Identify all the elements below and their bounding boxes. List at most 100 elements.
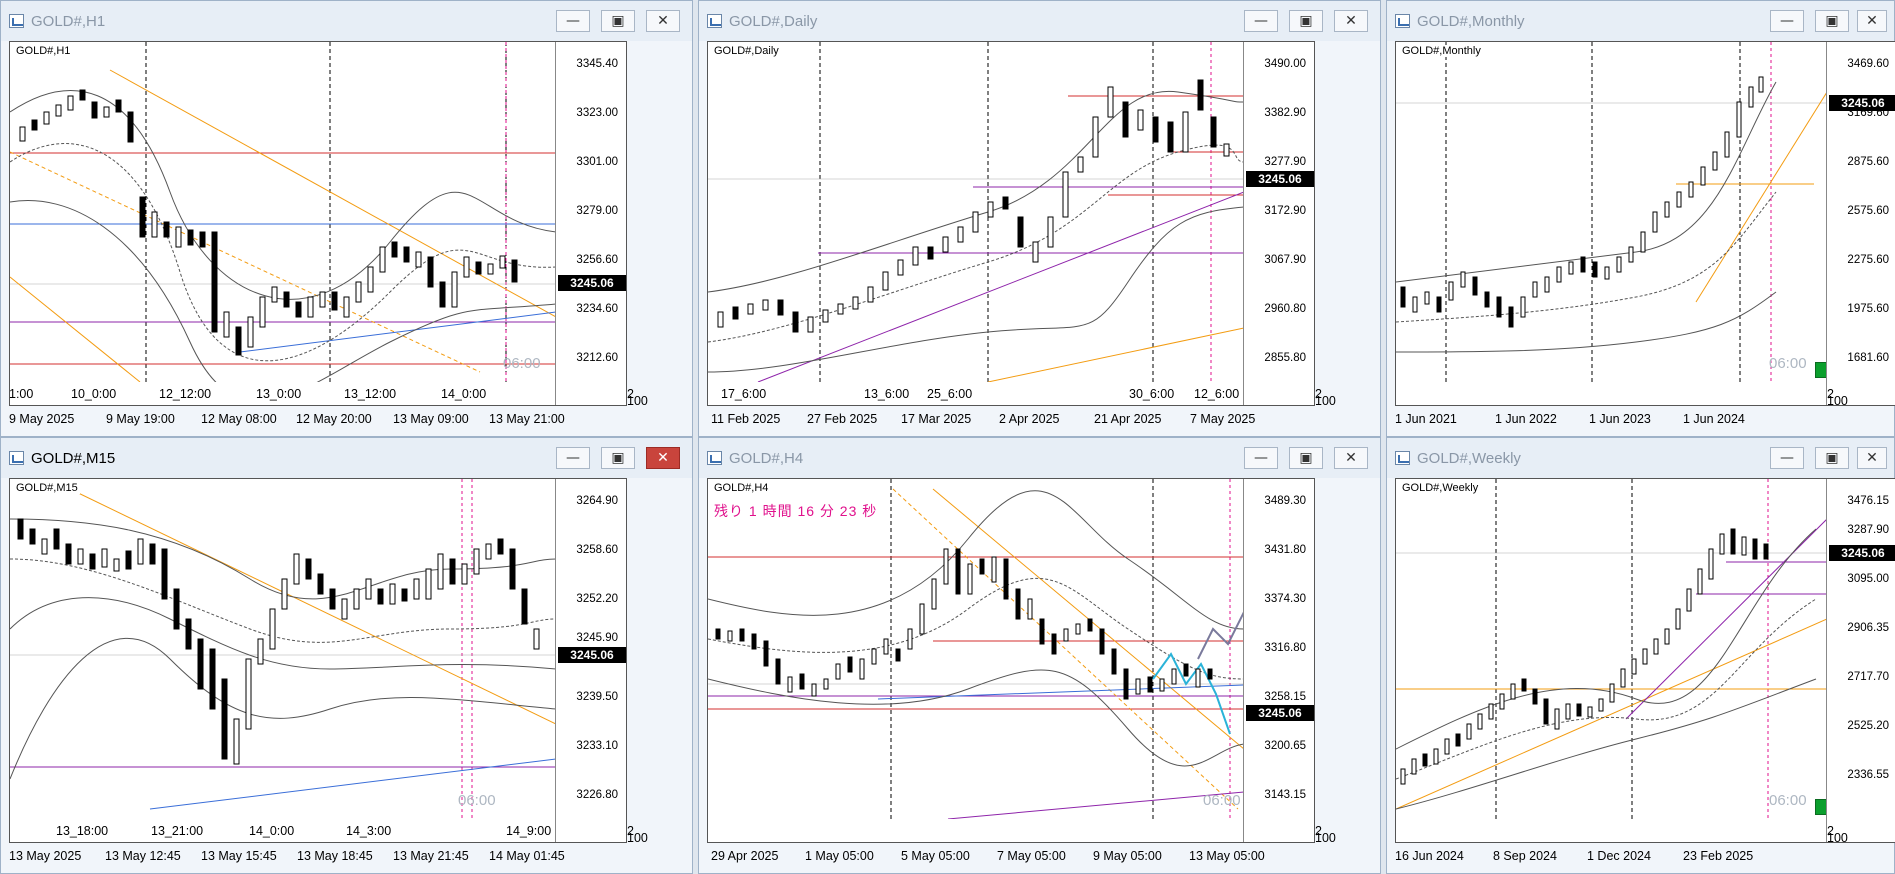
time-mark: 12_6:00 xyxy=(1194,387,1240,401)
title-bar[interactable]: GOLD#,Monthly — ▣ ✕ xyxy=(1387,1,1894,41)
chart-area[interactable]: GOLD#,H4 残り 1 時間 16 分 23 秒 06:00 3489.30… xyxy=(707,478,1315,843)
price-label: 1975.60 xyxy=(1847,303,1889,315)
date-label: 12 May 08:00 xyxy=(201,412,277,426)
current-price-tag: 3245.06 xyxy=(1829,545,1895,561)
chart-window-monthly[interactable]: GOLD#,Monthly — ▣ ✕ xyxy=(1386,0,1895,437)
price-label: 2336.55 xyxy=(1847,769,1889,781)
axis-small-label: 100 xyxy=(627,831,648,845)
chart-icon xyxy=(707,14,722,28)
price-label: 3431.80 xyxy=(1264,544,1306,556)
date-label: 14 May 01:45 xyxy=(489,849,565,863)
price-chart xyxy=(1396,479,1827,819)
date-label: 5 May 05:00 xyxy=(901,849,970,863)
price-label: 3258.60 xyxy=(576,544,618,556)
price-label: 3252.20 xyxy=(576,593,618,605)
close-button[interactable]: ✕ xyxy=(1857,10,1887,32)
chart-icon xyxy=(9,14,24,28)
price-chart xyxy=(10,479,556,819)
chart-area[interactable]: GOLD#,Weekly 06:00 3476.15 3287.90 3095.… xyxy=(1395,478,1895,843)
chart-window-weekly[interactable]: GOLD#,Weekly — ▣ ✕ xyxy=(1386,437,1895,874)
chart-area[interactable]: GOLD#,H1 06:00 3345.40 3323.00 3301.00 3… xyxy=(9,41,627,406)
close-button[interactable]: ✕ xyxy=(1857,447,1887,469)
time-mark: 17_6:00 xyxy=(721,387,767,401)
axis-small-label: 100 xyxy=(1827,831,1848,845)
axis-small-label: 100 xyxy=(1315,831,1336,845)
maximize-button[interactable]: ▣ xyxy=(601,447,635,469)
price-axis: 3469.60 3169.60 2875.60 2575.60 2275.60 … xyxy=(1826,42,1895,405)
close-button[interactable]: ✕ xyxy=(1334,10,1368,32)
chart-window-h4[interactable]: GOLD#,H4 — ▣ ✕ xyxy=(698,437,1381,874)
chart-icon xyxy=(9,451,24,465)
price-label: 3067.90 xyxy=(1264,254,1306,266)
close-button[interactable]: ✕ xyxy=(646,10,680,32)
price-label: 3143.15 xyxy=(1264,789,1306,801)
chart-area[interactable]: GOLD#,Daily 3490.00 3382.90 3277.90 3172… xyxy=(707,41,1315,406)
date-label: 1 May 05:00 xyxy=(805,849,874,863)
price-axis: 3264.90 3258.60 3252.20 3245.90 3239.50 … xyxy=(555,479,626,842)
window-title: GOLD#,Weekly xyxy=(1417,450,1521,467)
chart-window-m15[interactable]: GOLD#,M15 — ▣ ✕ xyxy=(0,437,693,874)
window-title: GOLD#,Monthly xyxy=(1417,13,1525,30)
date-label: 11 Feb 2025 xyxy=(711,412,781,426)
time-mark: 14_9:00 xyxy=(506,824,552,838)
time-mark: 25_6:00 xyxy=(927,387,973,401)
price-label: 2717.70 xyxy=(1847,671,1889,683)
chart-icon xyxy=(1395,451,1410,465)
minimize-button[interactable]: — xyxy=(1244,10,1278,32)
title-bar[interactable]: GOLD#,M15 — ▣ ✕ xyxy=(1,438,692,478)
price-label: 3200.65 xyxy=(1264,740,1306,752)
minimize-button[interactable]: — xyxy=(1244,447,1278,469)
chart-window-daily[interactable]: GOLD#,Daily — ▣ ✕ xyxy=(698,0,1381,437)
maximize-button[interactable]: ▣ xyxy=(1289,447,1323,469)
date-label: 13 May 09:00 xyxy=(393,412,469,426)
time-mark: 13_18:00 xyxy=(56,824,109,838)
price-label: 2855.80 xyxy=(1264,352,1306,364)
minimize-button[interactable]: — xyxy=(1770,447,1804,469)
title-bar[interactable]: GOLD#,Weekly — ▣ ✕ xyxy=(1387,438,1894,478)
axis-small-label: 100 xyxy=(1827,394,1848,408)
time-mark: 14_0:00 xyxy=(441,387,487,401)
time-mark: 1:00 xyxy=(9,387,34,401)
time-mark: 13_21:00 xyxy=(151,824,204,838)
window-title: GOLD#,H4 xyxy=(729,450,804,467)
time-mark: 13_6:00 xyxy=(864,387,910,401)
time-mark: 14_0:00 xyxy=(249,824,295,838)
axis-small-label: 2 xyxy=(627,387,634,401)
price-label: 2960.80 xyxy=(1264,303,1306,315)
chart-symbol-label: GOLD#,Weekly xyxy=(1400,482,1481,494)
maximize-button[interactable]: ▣ xyxy=(1289,10,1323,32)
chart-area[interactable]: GOLD#,M15 06:00 3264.90 3258.60 3252.20 … xyxy=(9,478,627,843)
minimize-button[interactable]: — xyxy=(556,447,590,469)
axis-small-label: 2 xyxy=(1315,387,1322,401)
price-label: 3233.10 xyxy=(576,740,618,752)
chart-icon xyxy=(707,451,722,465)
price-label: 3287.90 xyxy=(1847,524,1889,536)
maximize-button[interactable]: ▣ xyxy=(1815,10,1849,32)
maximize-button[interactable]: ▣ xyxy=(1815,447,1849,469)
chart-area[interactable]: GOLD#,Monthly 06:00 3469.60 3169.60 2875… xyxy=(1395,41,1895,406)
time-mark: 13_12:00 xyxy=(344,387,397,401)
price-label: 3095.00 xyxy=(1847,573,1889,585)
chart-symbol-label: GOLD#,M15 xyxy=(14,482,80,494)
close-button[interactable]: ✕ xyxy=(646,447,680,469)
chart-window-h1[interactable]: GOLD#,H1 — ▣ ✕ xyxy=(0,0,693,437)
maximize-button[interactable]: ▣ xyxy=(601,10,635,32)
date-label: 1 Jun 2022 xyxy=(1495,412,1557,426)
window-title: GOLD#,H1 xyxy=(31,13,106,30)
close-button[interactable]: ✕ xyxy=(1334,447,1368,469)
date-label: 7 May 2025 xyxy=(1190,412,1256,426)
price-label: 3469.60 xyxy=(1847,58,1889,70)
minimize-button[interactable]: — xyxy=(556,10,590,32)
minimize-button[interactable]: — xyxy=(1770,10,1804,32)
title-bar[interactable]: GOLD#,H1 — ▣ ✕ xyxy=(1,1,692,41)
bar-countdown: 残り 1 時間 16 分 23 秒 xyxy=(714,503,878,519)
title-bar[interactable]: GOLD#,Daily — ▣ ✕ xyxy=(699,1,1380,41)
title-bar[interactable]: GOLD#,H4 — ▣ ✕ xyxy=(699,438,1380,478)
price-label: 2906.35 xyxy=(1847,622,1889,634)
chart-symbol-label: GOLD#,Monthly xyxy=(1400,45,1483,57)
price-label: 2575.60 xyxy=(1847,205,1889,217)
window-title: GOLD#,Daily xyxy=(729,13,818,30)
chart-symbol-label: GOLD#,Daily xyxy=(712,45,781,57)
date-label: 13 May 15:45 xyxy=(201,849,277,863)
server-clock: 06:00 xyxy=(458,792,496,809)
